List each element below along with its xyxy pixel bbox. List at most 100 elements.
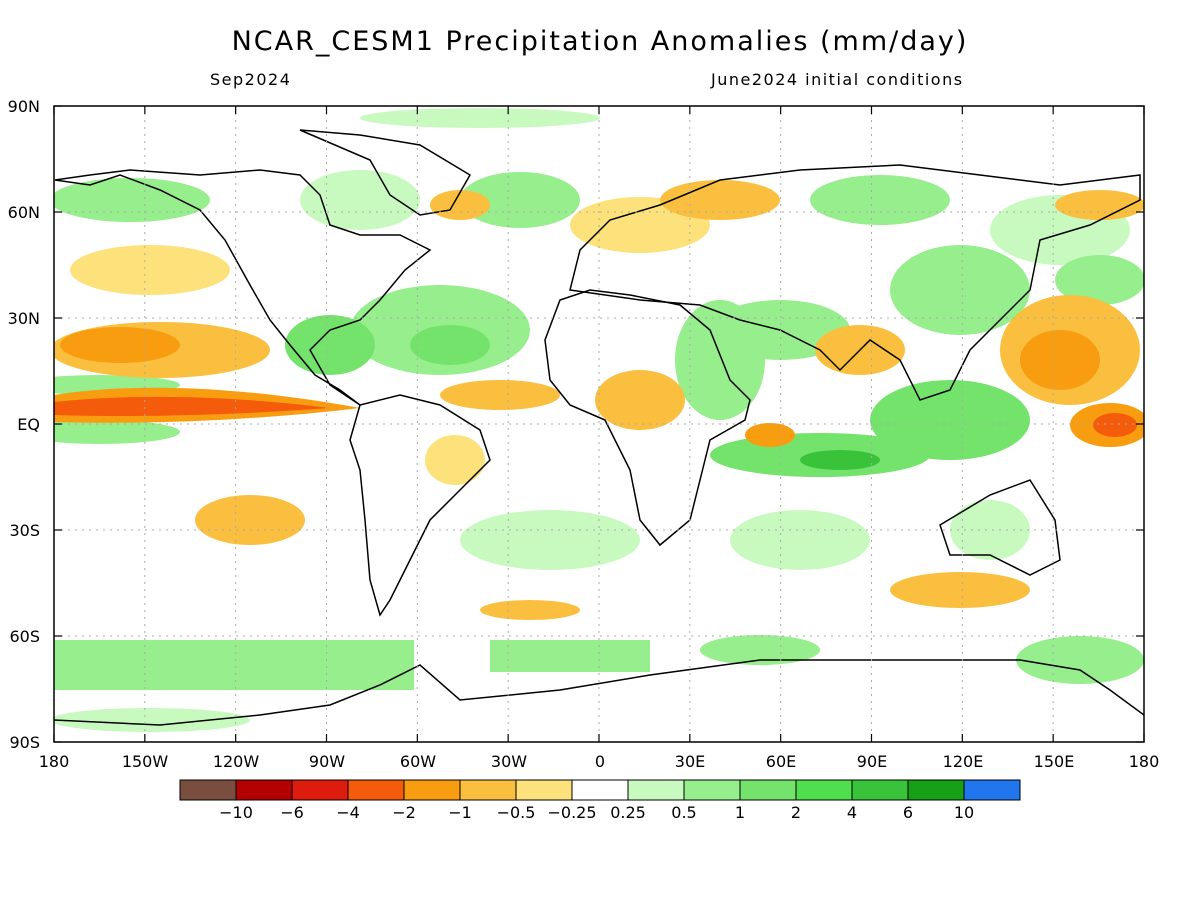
colorbar-tick-label: 0.25 <box>610 803 646 822</box>
lon-label: 180 <box>39 752 70 771</box>
antarctic-wet-patch <box>54 708 250 732</box>
south-pacific-dry-patch <box>195 495 305 545</box>
colorbar-tick-label: 10 <box>954 803 974 822</box>
colorbar-swatch <box>179 779 237 801</box>
colorbar-swatch <box>571 779 629 801</box>
lat-label: EQ <box>17 415 40 434</box>
axis-ticks <box>53 105 1145 743</box>
north-pacific-wet-patch <box>1055 255 1144 305</box>
east-asia-wet-patch <box>890 245 1030 335</box>
colorbar <box>179 779 1021 801</box>
colorbar-swatch <box>291 779 349 801</box>
colorbar-swatch <box>403 779 461 801</box>
colorbar-tick-label: −0.25 <box>547 803 596 822</box>
colorbar-swatch <box>515 779 573 801</box>
lat-label: 30N <box>8 309 40 328</box>
indian-ocean-dry-patch <box>745 423 795 447</box>
colorbar-tick-label: 2 <box>791 803 801 822</box>
south-atlantic-dry-patch <box>480 600 580 620</box>
brazil-dry-patch <box>425 435 485 485</box>
colorbar-swatch <box>683 779 741 801</box>
colorbar-swatch <box>627 779 685 801</box>
lon-label: 180 <box>1129 752 1160 771</box>
dry-anomaly-patches <box>54 180 1144 620</box>
coastlines <box>53 129 1145 726</box>
colorbar-swatch <box>347 779 405 801</box>
colorbar-tick-label: −2 <box>392 803 416 822</box>
siberia-wet-patch <box>810 175 950 225</box>
south-atlantic-wet-patch <box>460 510 640 570</box>
southern-ocean-wet-atlantic <box>490 640 650 672</box>
africa-outline <box>544 289 751 547</box>
maritime-continent-wet-patch <box>870 380 1030 460</box>
arctic-wet-patch <box>360 108 600 128</box>
antarctica-outline <box>53 659 1145 726</box>
initial-conditions-label: June2024 initial conditions <box>711 70 964 89</box>
gridlines <box>54 106 1144 742</box>
longitude-labels: 180 150W 120W 90W 60W 30W 0 30E 60E 90E … <box>39 752 1160 771</box>
anomaly-field <box>54 108 1144 732</box>
caribbean-wet-patch <box>285 315 375 375</box>
lat-label: 30S <box>9 521 40 540</box>
colorbar-tick-label: 4 <box>847 803 857 822</box>
eurasia-outline <box>569 164 1141 401</box>
scandinavia-dry-patch <box>660 180 780 220</box>
colorbar-tick-label: 1 <box>735 803 745 822</box>
colorbar-tick-label: −10 <box>219 803 253 822</box>
west-africa-dry-patch <box>595 370 685 430</box>
colorbar-swatch <box>963 779 1021 801</box>
atlantic-wet-core <box>410 325 490 365</box>
latitude-labels: 90N 60N 30N EQ 30S 60S 90S <box>8 97 40 752</box>
south-indian-dry-patch <box>890 572 1030 608</box>
colorbar-labels: −10 −6 −4 −2 −1 −0.5 −0.25 0.25 0.5 1 2 … <box>219 803 974 822</box>
south-greenland-dry-patch <box>430 190 490 220</box>
forecast-month: Sep2024 <box>210 70 292 89</box>
south-indian-wet-patch <box>730 510 870 570</box>
lat-label: 60S <box>9 627 40 646</box>
greenland-sea-wet-patch <box>460 172 580 228</box>
subtropical-pacific-dry-core <box>60 327 180 363</box>
itcz-wet-south <box>54 420 180 444</box>
australia-wet-patch <box>950 500 1030 560</box>
canada-wet-patch <box>300 170 420 230</box>
south-america-outline <box>349 394 491 617</box>
colorbar-swatch <box>459 779 517 801</box>
lon-label: 30E <box>675 752 705 771</box>
indian-ocean-wet-core <box>800 450 880 470</box>
southern-ocean-wet-indian <box>700 635 820 665</box>
colorbar-swatch <box>235 779 293 801</box>
southern-ocean-wet-west <box>54 640 414 690</box>
colorbar-tick-label: −4 <box>336 803 360 822</box>
colorbar-tick-label: −0.5 <box>497 803 536 822</box>
colorbar-swatch <box>907 779 965 801</box>
southern-ocean-wet-east <box>1016 636 1144 684</box>
colorbar-tick-label: −1 <box>448 803 472 822</box>
lon-label: 30W <box>491 752 527 771</box>
colorbar-tick-label: 0.5 <box>671 803 696 822</box>
greenland-outline <box>299 129 472 216</box>
lon-label: 90W <box>309 752 345 771</box>
lon-label: 0 <box>595 752 605 771</box>
tropical-atlantic-dry-patch <box>440 380 560 410</box>
lon-label: 120W <box>213 752 260 771</box>
colorbar-tick-label: −6 <box>280 803 304 822</box>
lat-label: 90S <box>9 733 40 752</box>
lat-label: 60N <box>8 203 40 222</box>
colorbar-swatch <box>851 779 909 801</box>
colorbar-tick-label: 6 <box>903 803 913 822</box>
colorbar-swatch <box>795 779 853 801</box>
alaska-wet-patch <box>54 178 210 222</box>
equatorial-pacific-dry-core <box>54 396 330 417</box>
lon-label: 120E <box>943 752 984 771</box>
lon-label: 90E <box>857 752 887 771</box>
lon-label: 60E <box>766 752 796 771</box>
map-title: NCAR_CESM1 Precipitation Anomalies (mm/d… <box>231 26 969 57</box>
west-pacific-dry-core <box>1020 330 1100 390</box>
north-america-outline <box>54 169 432 406</box>
central-pacific-dry-core <box>1093 413 1137 437</box>
lon-label: 150W <box>122 752 169 771</box>
lon-label: 60W <box>400 752 436 771</box>
lon-label: 150E <box>1034 752 1075 771</box>
lat-label: 90N <box>8 97 40 116</box>
